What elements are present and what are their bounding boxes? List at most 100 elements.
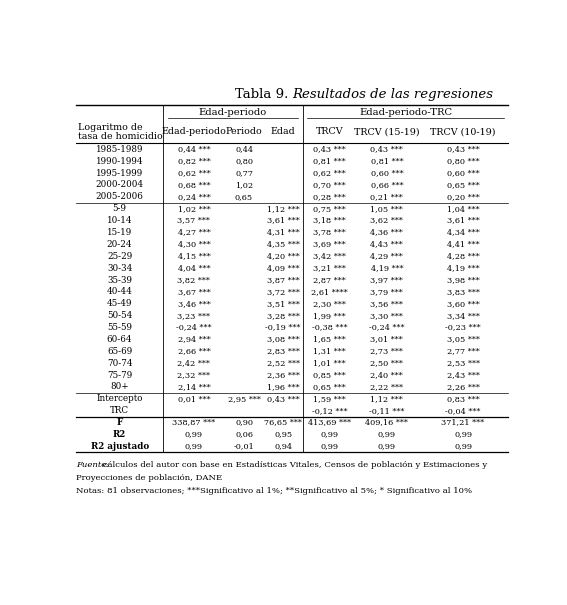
Text: 0,44 ***: 0,44 *** xyxy=(177,145,210,153)
Text: 0,81 ***: 0,81 *** xyxy=(313,157,345,165)
Text: 1,02: 1,02 xyxy=(235,181,253,189)
Text: Edad: Edad xyxy=(270,127,295,136)
Text: 3,62 ***: 3,62 *** xyxy=(370,217,403,224)
Text: 2,14 ***: 2,14 *** xyxy=(177,383,210,391)
Text: 0,90: 0,90 xyxy=(235,419,253,427)
Text: Periodo: Periodo xyxy=(226,127,263,136)
Text: 0,83 ***: 0,83 *** xyxy=(447,395,480,403)
Text: 3,56 ***: 3,56 *** xyxy=(370,300,403,308)
Text: 2,66 ***: 2,66 *** xyxy=(177,347,210,355)
Text: 3,57 ***: 3,57 *** xyxy=(177,217,210,224)
Text: -0,04 ***: -0,04 *** xyxy=(445,407,481,414)
Text: TRCV: TRCV xyxy=(315,127,343,136)
Text: 0,99: 0,99 xyxy=(320,442,338,450)
Text: 0,85 ***: 0,85 *** xyxy=(313,371,346,379)
Text: 0,66 ***: 0,66 *** xyxy=(370,181,403,189)
Text: 3,42 ***: 3,42 *** xyxy=(313,252,346,260)
Text: 0,99: 0,99 xyxy=(378,442,396,450)
Text: 4,28 ***: 4,28 *** xyxy=(447,252,480,260)
Text: 0,06: 0,06 xyxy=(235,430,253,439)
Text: 55-59: 55-59 xyxy=(107,323,132,332)
Text: 20-24: 20-24 xyxy=(107,240,133,249)
Text: TRCV (10-19): TRCV (10-19) xyxy=(430,127,496,136)
Text: -0,19 ***: -0,19 *** xyxy=(265,324,301,332)
Text: R2 ajustado: R2 ajustado xyxy=(91,442,149,451)
Text: 2,77 ***: 2,77 *** xyxy=(447,347,480,355)
Text: 0,99: 0,99 xyxy=(185,442,203,450)
Text: 4,30 ***: 4,30 *** xyxy=(177,240,210,249)
Text: 1,31 ***: 1,31 *** xyxy=(313,347,346,355)
Text: 5-9: 5-9 xyxy=(113,204,126,213)
Text: 40-44: 40-44 xyxy=(107,287,133,296)
Text: 2,32 ***: 2,32 *** xyxy=(177,371,210,379)
Text: 1,65 ***: 1,65 *** xyxy=(313,335,346,344)
Text: 1,01 ***: 1,01 *** xyxy=(313,359,345,367)
Text: 0,99: 0,99 xyxy=(320,430,338,439)
Text: 0,70 ***: 0,70 *** xyxy=(313,181,345,189)
Text: 60-64: 60-64 xyxy=(107,335,133,344)
Text: 2,61 ****: 2,61 **** xyxy=(311,288,348,296)
Text: -0,11 ***: -0,11 *** xyxy=(369,407,404,414)
Text: 4,35 ***: 4,35 *** xyxy=(266,240,299,249)
Text: 0,99: 0,99 xyxy=(378,430,396,439)
Text: 3,18 ***: 3,18 *** xyxy=(313,217,346,224)
Text: 0,95: 0,95 xyxy=(274,430,292,439)
Text: 3,08 ***: 3,08 *** xyxy=(266,335,299,344)
Text: 0,65 ***: 0,65 *** xyxy=(313,383,346,391)
Text: 0,77: 0,77 xyxy=(235,169,253,177)
Text: 10-14: 10-14 xyxy=(107,216,133,225)
Text: Proyecciones de población, DANE: Proyecciones de población, DANE xyxy=(76,474,222,482)
Text: 45-49: 45-49 xyxy=(107,299,133,309)
Text: 30-34: 30-34 xyxy=(107,264,132,273)
Text: 1,02 ***: 1,02 *** xyxy=(177,204,210,213)
Text: 2,40 ***: 2,40 *** xyxy=(370,371,403,379)
Text: cálculos del autor con base en Estadísticas Vitales, Censos de población y Estim: cálculos del autor con base en Estadísti… xyxy=(100,460,487,469)
Text: 65-69: 65-69 xyxy=(107,347,132,356)
Text: 0,60 ***: 0,60 *** xyxy=(370,169,403,177)
Text: 25-29: 25-29 xyxy=(107,252,132,261)
Text: -0,38 ***: -0,38 *** xyxy=(311,324,347,332)
Text: 2,42 ***: 2,42 *** xyxy=(177,359,210,367)
Text: 0,43 ***: 0,43 *** xyxy=(266,395,299,403)
Text: 2,30 ***: 2,30 *** xyxy=(313,300,346,308)
Text: 2,52 ***: 2,52 *** xyxy=(266,359,299,367)
Text: Logaritmo de: Logaritmo de xyxy=(78,123,142,132)
Text: 338,87 ***: 338,87 *** xyxy=(172,419,215,427)
Text: 3,46 ***: 3,46 *** xyxy=(177,300,210,308)
Text: 0,94: 0,94 xyxy=(274,442,292,450)
Text: 2005-2006: 2005-2006 xyxy=(96,192,143,201)
Text: 3,30 ***: 3,30 *** xyxy=(370,312,403,319)
Text: 4,27 ***: 4,27 *** xyxy=(177,229,210,237)
Text: 0,24 ***: 0,24 *** xyxy=(177,193,210,201)
Text: 0,65 ***: 0,65 *** xyxy=(447,181,480,189)
Text: 0,62 ***: 0,62 *** xyxy=(177,169,210,177)
Text: 409,16 ***: 409,16 *** xyxy=(365,419,408,427)
Text: 3,01 ***: 3,01 *** xyxy=(370,335,403,344)
Text: 4,43 ***: 4,43 *** xyxy=(370,240,403,249)
Text: 0,62 ***: 0,62 *** xyxy=(313,169,346,177)
Text: 2,26 ***: 2,26 *** xyxy=(447,383,480,391)
Text: 15-19: 15-19 xyxy=(107,228,132,237)
Text: 1,59 ***: 1,59 *** xyxy=(313,395,346,403)
Text: 2,50 ***: 2,50 *** xyxy=(370,359,403,367)
Text: TRCV (15-19): TRCV (15-19) xyxy=(354,127,420,136)
Text: -0,23 ***: -0,23 *** xyxy=(445,324,481,332)
Text: 0,99: 0,99 xyxy=(185,430,203,439)
Text: Edad-periodo: Edad-periodo xyxy=(199,108,267,117)
Text: 0,43 ***: 0,43 *** xyxy=(370,145,403,153)
Text: 371,21 ***: 371,21 *** xyxy=(442,419,485,427)
Text: TRC: TRC xyxy=(110,406,129,415)
Text: 3,69 ***: 3,69 *** xyxy=(313,240,346,249)
Text: tasa de homicidio: tasa de homicidio xyxy=(78,132,163,142)
Text: 2,94 ***: 2,94 *** xyxy=(177,335,210,344)
Text: Resultados de las regresiones: Resultados de las regresiones xyxy=(292,88,493,101)
Text: 2,87 ***: 2,87 *** xyxy=(313,276,346,284)
Text: 80+: 80+ xyxy=(111,382,129,391)
Text: 0,80 ***: 0,80 *** xyxy=(447,157,479,165)
Text: 0,99: 0,99 xyxy=(454,442,472,450)
Text: Intercepto: Intercepto xyxy=(96,394,143,404)
Text: 1,99 ***: 1,99 *** xyxy=(313,312,345,319)
Text: 0,68 ***: 0,68 *** xyxy=(177,181,210,189)
Text: 0,81 ***: 0,81 *** xyxy=(370,157,403,165)
Text: 413,69 ***: 413,69 *** xyxy=(308,419,351,427)
